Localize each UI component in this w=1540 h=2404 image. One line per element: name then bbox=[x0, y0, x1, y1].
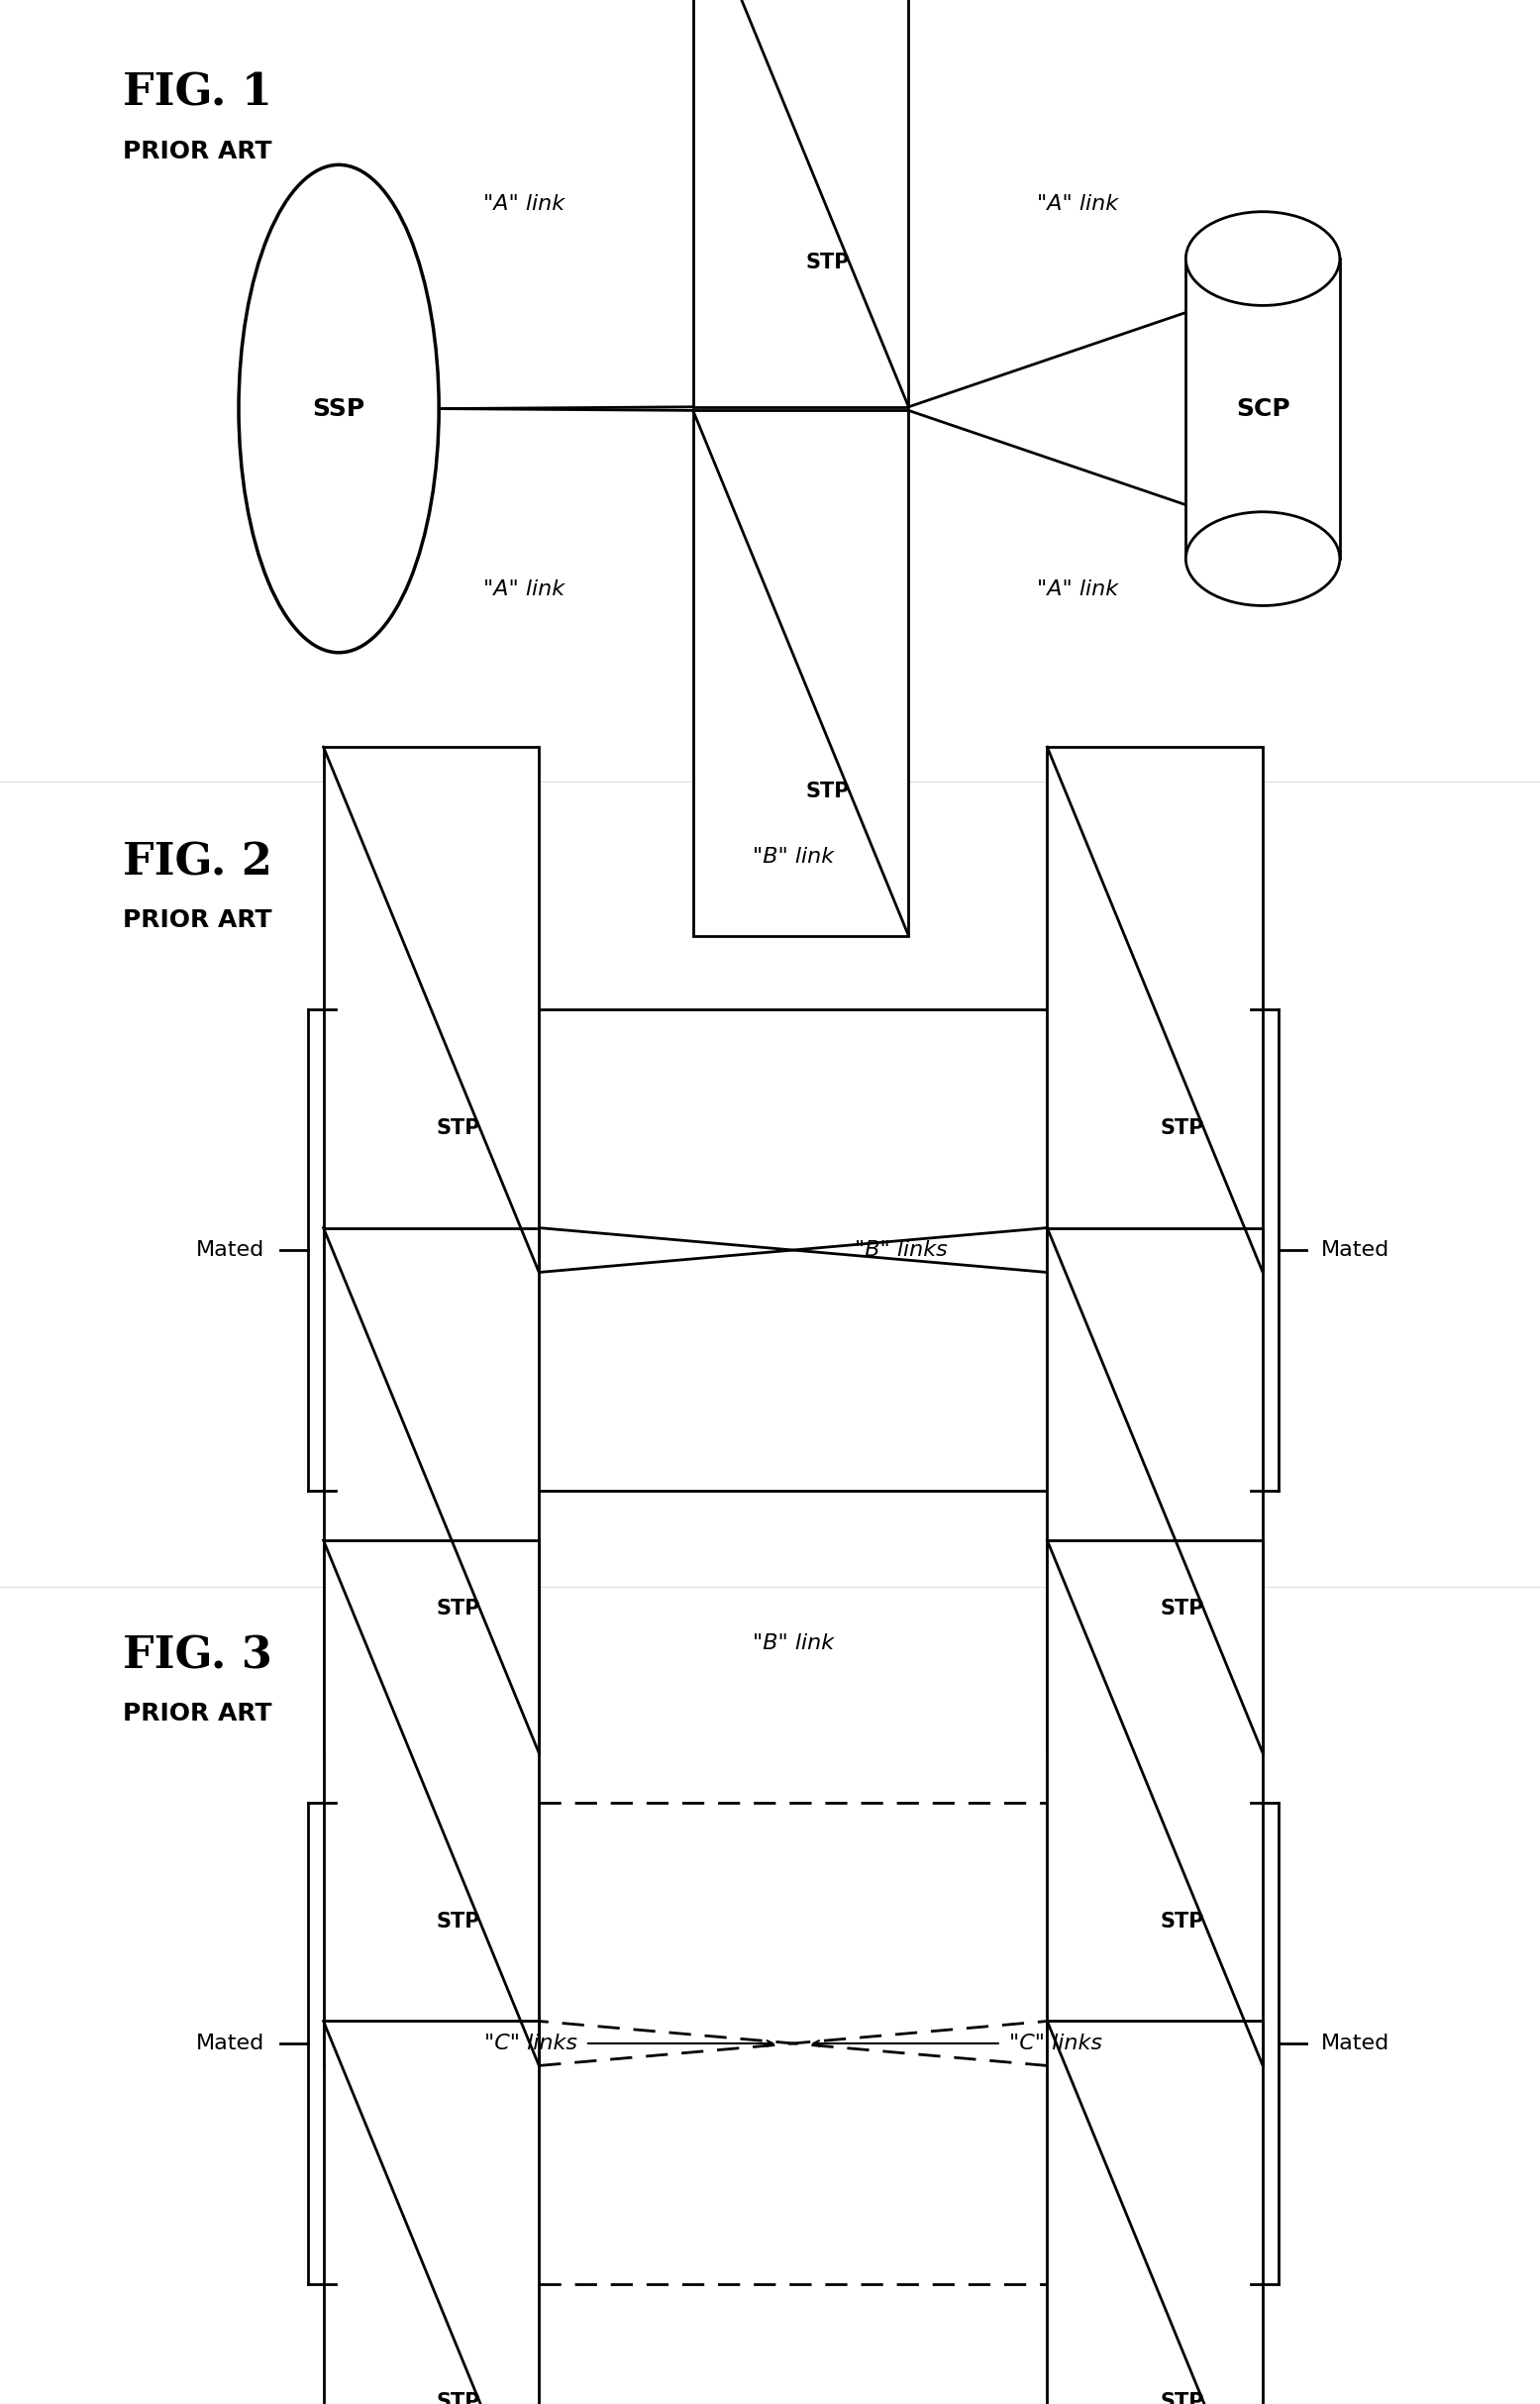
Text: PRIOR ART: PRIOR ART bbox=[123, 909, 273, 933]
Text: "B" links: "B" links bbox=[855, 1240, 947, 1260]
Text: STP: STP bbox=[805, 252, 850, 272]
Text: FIG. 1: FIG. 1 bbox=[123, 72, 273, 115]
Text: STP: STP bbox=[1160, 1599, 1204, 1618]
Text: STP: STP bbox=[1160, 2392, 1204, 2404]
Polygon shape bbox=[323, 748, 539, 1272]
Text: FIG. 3: FIG. 3 bbox=[123, 1635, 273, 1678]
Polygon shape bbox=[693, 411, 909, 935]
Polygon shape bbox=[1047, 1541, 1263, 2065]
Polygon shape bbox=[1047, 1228, 1263, 1753]
Ellipse shape bbox=[239, 166, 439, 651]
Text: "A" link: "A" link bbox=[1038, 195, 1118, 214]
Text: "A" link: "A" link bbox=[1038, 579, 1118, 599]
Polygon shape bbox=[1047, 2022, 1263, 2404]
Text: Mated: Mated bbox=[196, 1240, 265, 1260]
Polygon shape bbox=[1047, 748, 1263, 1272]
Text: "C" links: "C" links bbox=[1009, 2034, 1101, 2053]
Text: Mated: Mated bbox=[1321, 2034, 1391, 2053]
Text: FIG. 2: FIG. 2 bbox=[123, 841, 273, 885]
Text: STP: STP bbox=[1160, 1118, 1204, 1137]
Text: PRIOR ART: PRIOR ART bbox=[123, 1702, 273, 1726]
Text: PRIOR ART: PRIOR ART bbox=[123, 139, 273, 163]
Text: "A" link: "A" link bbox=[484, 195, 564, 214]
Text: STP: STP bbox=[436, 1599, 480, 1618]
Text: SSP: SSP bbox=[313, 397, 365, 421]
Text: STP: STP bbox=[436, 1118, 480, 1137]
Polygon shape bbox=[323, 2022, 539, 2404]
Polygon shape bbox=[1186, 260, 1340, 558]
Polygon shape bbox=[323, 1541, 539, 2065]
Text: STP: STP bbox=[1160, 1911, 1204, 1930]
Text: "B" link: "B" link bbox=[753, 846, 833, 865]
Text: "A" link: "A" link bbox=[484, 579, 564, 599]
Text: STP: STP bbox=[436, 2392, 480, 2404]
Polygon shape bbox=[323, 1228, 539, 1753]
Text: STP: STP bbox=[805, 781, 850, 801]
Ellipse shape bbox=[1186, 212, 1340, 305]
Text: "B" link: "B" link bbox=[753, 1635, 833, 1654]
Text: STP: STP bbox=[436, 1911, 480, 1930]
Polygon shape bbox=[693, 0, 909, 406]
Text: Mated: Mated bbox=[196, 2034, 265, 2053]
Text: Mated: Mated bbox=[1321, 1240, 1391, 1260]
Ellipse shape bbox=[1186, 512, 1340, 606]
Text: SCP: SCP bbox=[1235, 397, 1291, 421]
Text: "C" links: "C" links bbox=[485, 2034, 578, 2053]
